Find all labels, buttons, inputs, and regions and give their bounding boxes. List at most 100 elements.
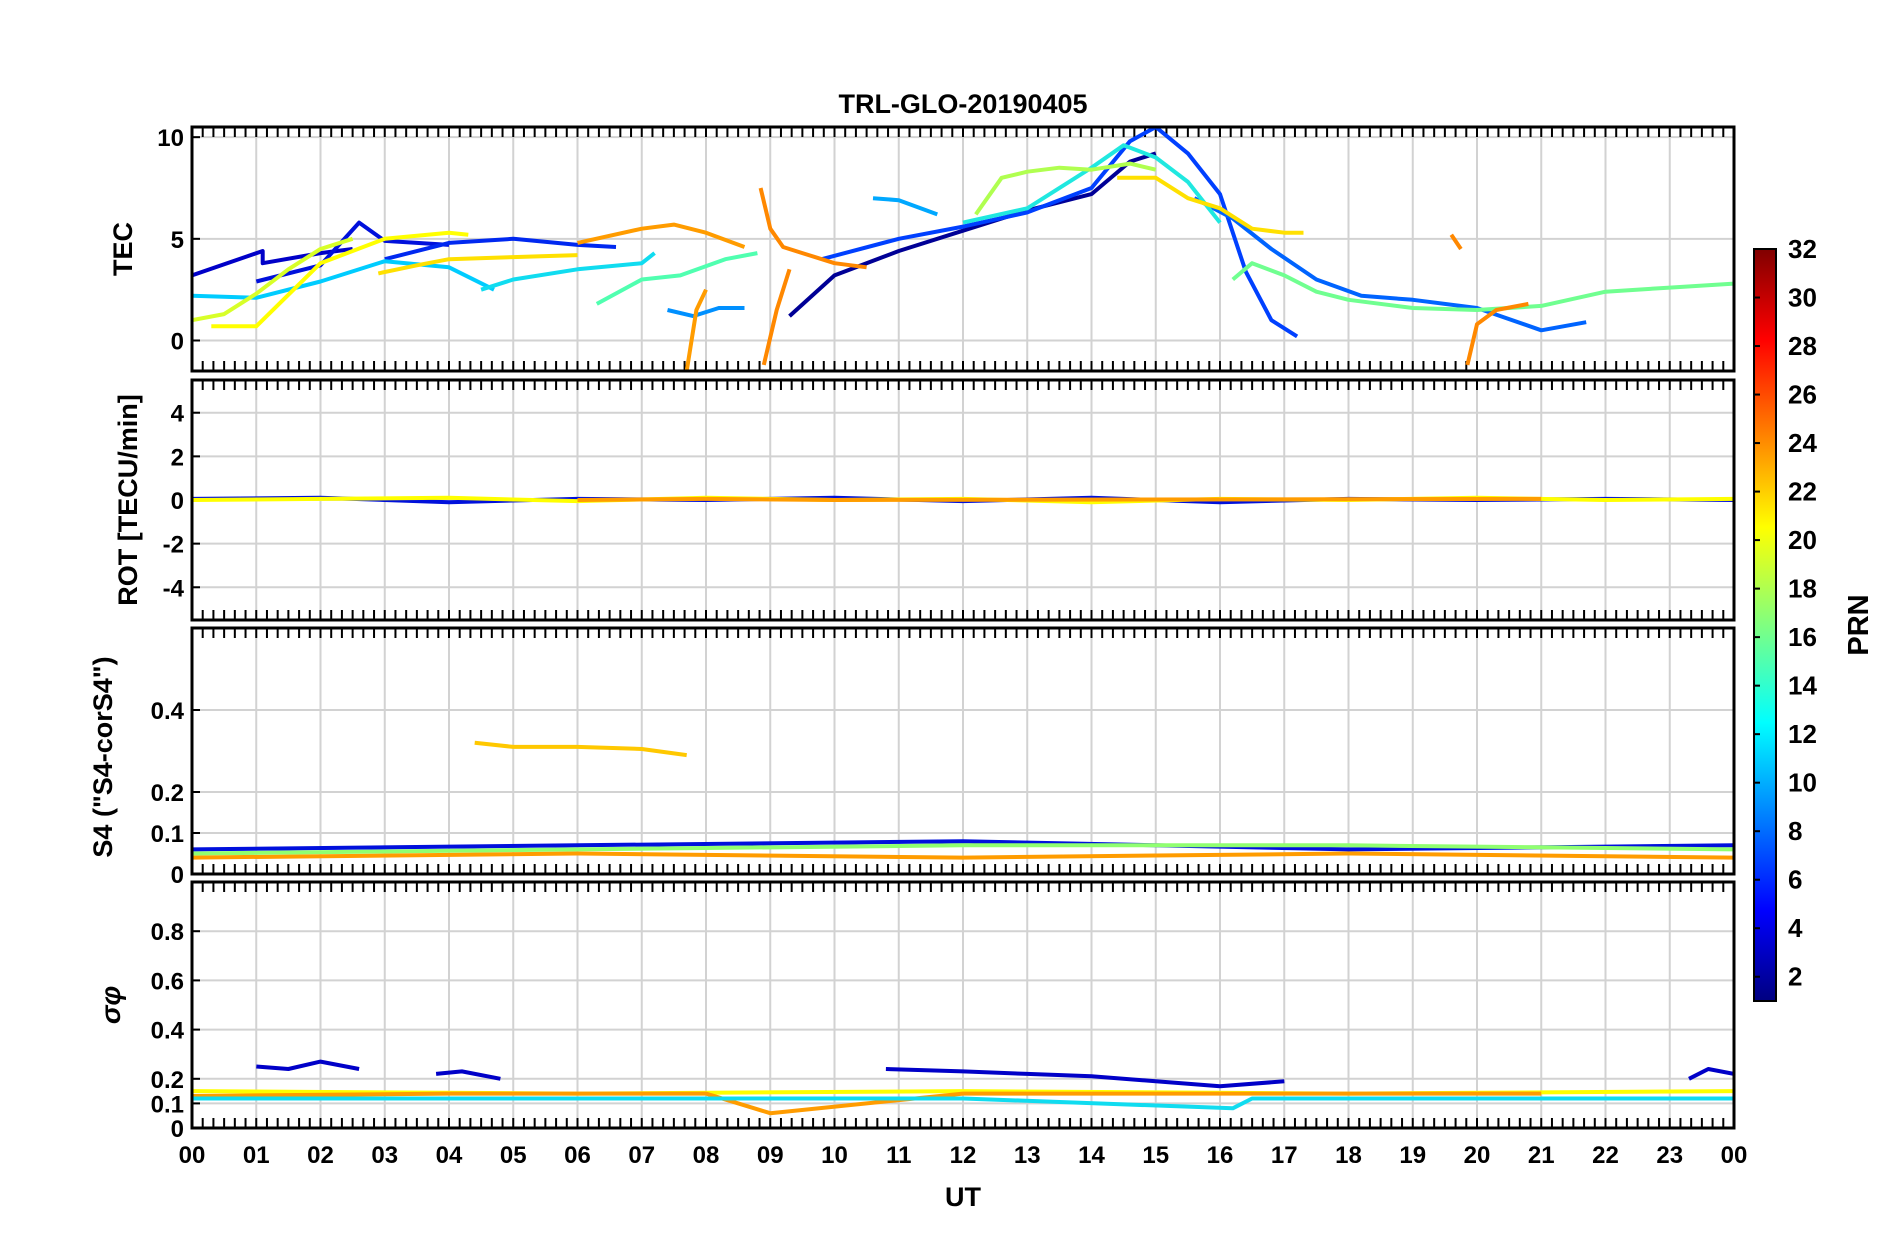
colorbar-tick-label: 22 bbox=[1788, 477, 1817, 507]
colorbar-tick-label: 10 bbox=[1788, 768, 1817, 798]
series-line-prn-11 bbox=[192, 259, 495, 300]
series-line-prn-16 bbox=[1231, 261, 1734, 312]
y-tick-label: 0 bbox=[171, 329, 184, 356]
y-tick-label: 10 bbox=[157, 125, 184, 152]
series-line-prn-13 bbox=[962, 143, 1222, 225]
colorbar-tick-label: 4 bbox=[1788, 913, 1803, 943]
y-axis-label: S4 ("S4-corS4") bbox=[88, 656, 118, 857]
series-line-prn-23 bbox=[192, 851, 1734, 860]
x-tick-label: 14 bbox=[1078, 1142, 1105, 1169]
panel-frame bbox=[190, 378, 1736, 622]
panel-2: -4 -2 0 2 4 ROT [TECU/min] bbox=[113, 378, 1736, 622]
colorbar-tick-label: 30 bbox=[1788, 283, 1817, 313]
colorbar-tick-label: 12 bbox=[1788, 719, 1817, 749]
x-tick-label: 17 bbox=[1271, 1142, 1298, 1169]
series-line-prn-23 bbox=[577, 222, 746, 249]
series-line-prn-4 bbox=[384, 236, 617, 262]
series-line-prn-22 bbox=[474, 740, 687, 758]
x-tick-label: 06 bbox=[564, 1142, 591, 1169]
colorbar-tick-label: 2 bbox=[1788, 962, 1802, 992]
x-tick-label: 20 bbox=[1464, 1142, 1491, 1169]
series-line-prn-23 bbox=[577, 496, 1542, 502]
series-line-prn-9 bbox=[872, 196, 938, 217]
colorbar-label: PRN bbox=[1843, 594, 1875, 655]
series-line-prn-21 bbox=[1117, 175, 1304, 235]
series-line-prn-12 bbox=[480, 251, 656, 292]
series-line-prn-2 bbox=[435, 1069, 501, 1081]
panels: 0 5 10 TEC -4 -2 02 4 ROT [TECU/min] 0 0.1 0.2 0.4 S4… bbox=[88, 125, 1747, 1169]
x-tick-label: 10 bbox=[821, 1142, 848, 1169]
series-line-prn-8 bbox=[667, 306, 745, 319]
colorbar-tick-label: 14 bbox=[1788, 671, 1817, 701]
y-tick-label: 0.1 bbox=[151, 821, 184, 848]
y-tick-label: -4 bbox=[163, 575, 185, 602]
y-tick-label: 0.2 bbox=[151, 1067, 184, 1094]
panel-3: 0 0.1 0.2 0.4 S4 ("S4-corS4") bbox=[88, 626, 1736, 889]
panel-4: 00.10.2 0.4 0.6 0.8 σφ bbox=[95, 880, 1736, 1143]
y-tick-label: 0 bbox=[171, 488, 184, 515]
x-tick-label: 09 bbox=[757, 1142, 784, 1169]
series-line-prn-24 bbox=[758, 187, 867, 270]
colorbar-tick-label: 24 bbox=[1788, 428, 1817, 458]
colorbar-tick-label: 6 bbox=[1788, 865, 1802, 895]
y-tick-label: 0 bbox=[171, 862, 184, 889]
panel-1: 0 5 10 TEC bbox=[108, 125, 1736, 373]
x-tick-label: 16 bbox=[1207, 1142, 1234, 1169]
series-line-prn-19 bbox=[192, 236, 354, 323]
colorbar-tick-label: 18 bbox=[1788, 574, 1817, 604]
x-tick-label: 02 bbox=[307, 1142, 334, 1169]
x-tick-label: 22 bbox=[1592, 1142, 1619, 1169]
series-line-prn-17 bbox=[192, 843, 1734, 856]
x-tick-label: 07 bbox=[628, 1142, 655, 1169]
x-tick-label: 21 bbox=[1528, 1142, 1555, 1169]
series-line-prn-3 bbox=[255, 220, 450, 284]
colorbar-tick-label: 20 bbox=[1788, 525, 1817, 555]
y-tick-label: 0 bbox=[171, 1116, 184, 1143]
series-line-prn-24 bbox=[1449, 233, 1463, 251]
y-tick-label: 4 bbox=[171, 401, 185, 428]
series-group bbox=[192, 495, 1734, 505]
x-tick-label: 15 bbox=[1142, 1142, 1169, 1169]
colorbar-tick-label: 28 bbox=[1788, 331, 1817, 361]
x-tick-label: 03 bbox=[371, 1142, 398, 1169]
series-line-prn-6 bbox=[1193, 196, 1587, 333]
y-tick-label: 0.6 bbox=[151, 968, 184, 995]
colorbar-scale bbox=[1753, 248, 1777, 1002]
series-group bbox=[192, 1059, 1734, 1116]
y-tick-label: 0.2 bbox=[151, 780, 184, 807]
panel-frame bbox=[190, 125, 1736, 373]
series-group bbox=[192, 740, 1734, 860]
x-tick-label: 00 bbox=[179, 1142, 206, 1169]
series-line-prn-12 bbox=[192, 1096, 1734, 1111]
y-tick-label: 5 bbox=[171, 227, 184, 254]
series-line-prn-23 bbox=[192, 1091, 1542, 1116]
y-tick-label: 0.4 bbox=[151, 698, 185, 725]
series-line-prn-20 bbox=[211, 230, 469, 329]
series-line-prn-5 bbox=[821, 127, 1299, 339]
colorbar-tick-label: 8 bbox=[1788, 816, 1802, 846]
x-tick-label: 23 bbox=[1656, 1142, 1683, 1169]
series-group bbox=[192, 127, 1734, 371]
series-line-prn-21 bbox=[377, 253, 578, 276]
y-axis-label: TEC bbox=[108, 222, 138, 276]
x-tick-label: 04 bbox=[436, 1142, 463, 1169]
y-tick-label: -2 bbox=[163, 532, 184, 559]
y-tick-label: 0.8 bbox=[151, 919, 184, 946]
x-axis-label: UT bbox=[945, 1182, 981, 1212]
x-tick-label: 12 bbox=[950, 1142, 977, 1169]
panel-frame bbox=[190, 626, 1736, 876]
series-line-prn-24 bbox=[1465, 301, 1529, 366]
y-axis-label: σφ bbox=[95, 986, 126, 1024]
series-line-prn-2 bbox=[1688, 1067, 1734, 1081]
series-line-prn-2 bbox=[885, 1067, 1285, 1089]
panel-frame bbox=[190, 880, 1736, 1130]
y-axis-label: ROT [TECU/min] bbox=[113, 394, 143, 605]
x-tick-label: 19 bbox=[1399, 1142, 1426, 1169]
y-tick-label: 0.4 bbox=[151, 1018, 185, 1045]
series-line-prn-15 bbox=[595, 251, 758, 306]
x-tick-label: 01 bbox=[243, 1142, 270, 1169]
x-tick-label: 00 bbox=[1721, 1142, 1748, 1169]
series-line-prn-24 bbox=[761, 268, 792, 366]
